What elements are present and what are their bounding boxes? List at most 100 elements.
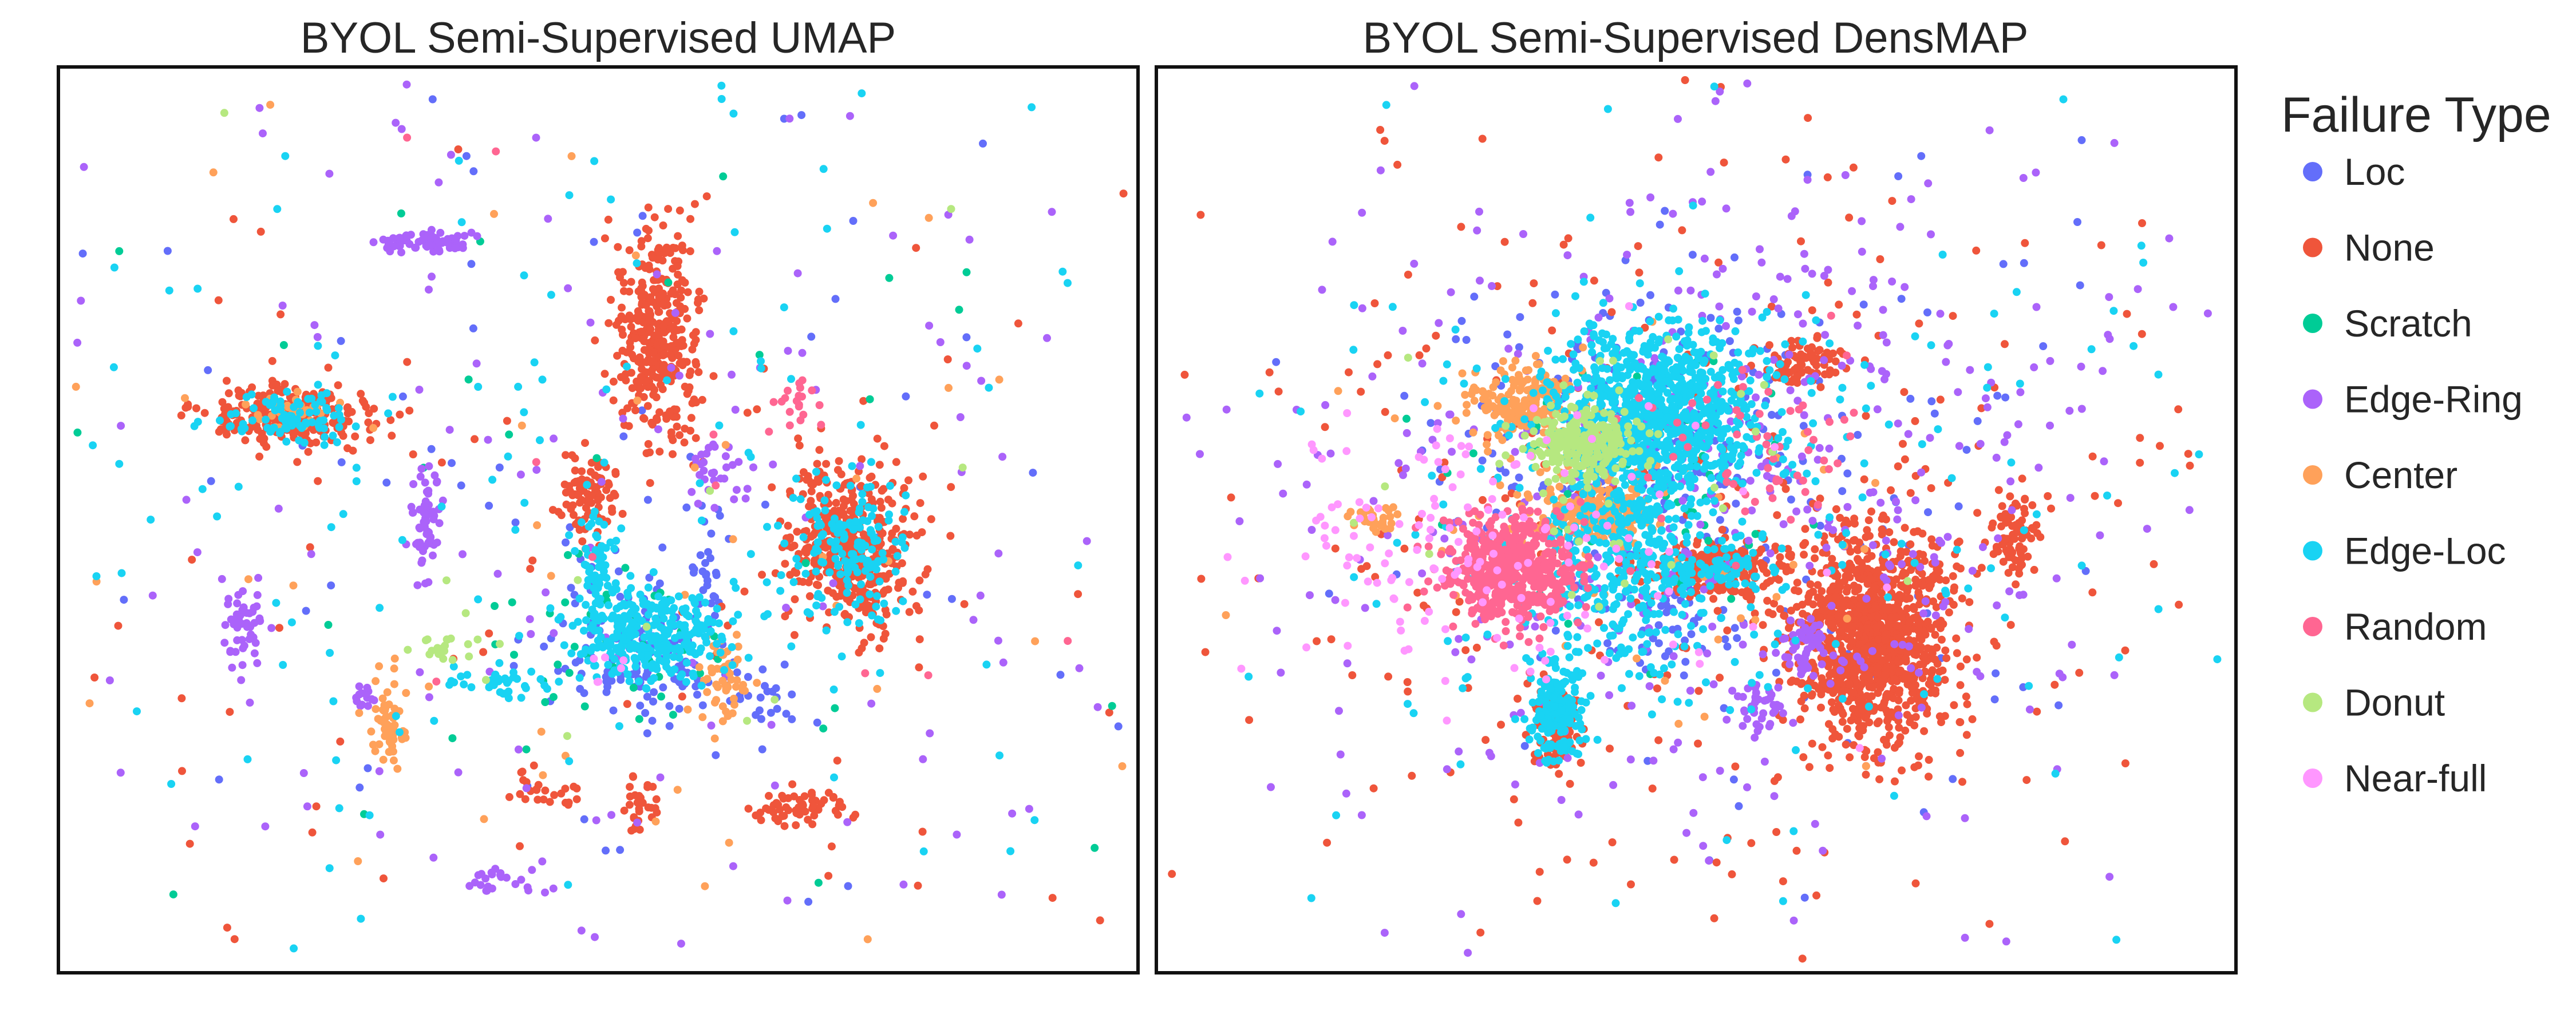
point-edge-ring bbox=[591, 933, 599, 941]
point-edge-loc bbox=[696, 648, 704, 656]
point-none bbox=[1902, 701, 1910, 710]
point-loc bbox=[643, 692, 651, 701]
point-loc bbox=[1733, 307, 1741, 316]
point-edge-ring bbox=[550, 434, 558, 443]
point-none bbox=[947, 483, 955, 492]
point-edge-ring bbox=[793, 269, 802, 278]
point-none bbox=[1925, 772, 1933, 781]
point-loc bbox=[457, 481, 465, 490]
point-none bbox=[178, 767, 186, 775]
point-none bbox=[672, 413, 681, 421]
point-none bbox=[637, 287, 646, 295]
point-edge-loc bbox=[819, 558, 828, 567]
point-edge-loc bbox=[780, 303, 788, 312]
point-none bbox=[839, 502, 848, 510]
point-loc bbox=[1680, 671, 1688, 680]
point-edge-loc bbox=[282, 437, 291, 446]
point-none bbox=[631, 406, 639, 414]
point-none bbox=[1809, 600, 1818, 609]
point-edge-loc bbox=[832, 481, 841, 490]
point-edge-ring bbox=[969, 616, 978, 624]
point-edge-loc bbox=[819, 530, 827, 538]
point-edge-loc bbox=[582, 545, 590, 553]
point-none bbox=[200, 409, 209, 417]
point-loc bbox=[633, 228, 642, 237]
point-none bbox=[1811, 545, 1819, 553]
point-loc bbox=[1930, 409, 1939, 418]
point-none bbox=[454, 145, 463, 153]
point-none bbox=[918, 827, 927, 836]
point-edge-ring bbox=[919, 755, 927, 763]
point-loc bbox=[2077, 136, 2086, 144]
point-loc bbox=[78, 249, 87, 258]
point-loc bbox=[1734, 316, 1743, 325]
point-edge-ring bbox=[564, 284, 572, 292]
point-loc bbox=[758, 745, 767, 754]
point-edge-loc bbox=[555, 678, 563, 686]
point-edge-loc bbox=[852, 555, 860, 564]
point-edge-loc bbox=[704, 619, 712, 627]
point-center bbox=[924, 213, 933, 222]
point-none bbox=[2033, 707, 2041, 716]
point-center bbox=[698, 713, 707, 722]
point-none bbox=[653, 340, 662, 349]
point-none bbox=[659, 221, 667, 229]
densmap-panel: BYOL Semi-Supervised DensMAP bbox=[1155, 14, 2238, 974]
point-edge-loc bbox=[875, 577, 884, 586]
point-edge-loc bbox=[713, 604, 721, 613]
point-edge-ring bbox=[245, 609, 254, 617]
point-loc bbox=[757, 715, 765, 723]
point-edge-ring bbox=[247, 630, 255, 639]
point-none bbox=[637, 242, 646, 251]
point-edge-loc bbox=[796, 495, 805, 504]
point-none bbox=[1896, 552, 1905, 560]
point-loc bbox=[1427, 419, 1435, 427]
point-edge-ring bbox=[415, 523, 424, 532]
point-edge-ring bbox=[434, 178, 443, 187]
point-loc bbox=[207, 477, 215, 485]
point-edge-ring bbox=[427, 225, 436, 234]
point-center bbox=[379, 755, 388, 764]
point-loc bbox=[643, 729, 651, 738]
point-none bbox=[660, 328, 669, 337]
point-edge-loc bbox=[610, 666, 619, 675]
point-loc bbox=[962, 333, 971, 342]
point-edge-loc bbox=[812, 468, 820, 476]
point-edge-ring bbox=[691, 454, 700, 463]
point-edge-ring bbox=[785, 114, 794, 123]
point-edge-ring bbox=[182, 496, 191, 504]
point-none bbox=[1846, 560, 1854, 568]
point-edge-ring bbox=[741, 494, 750, 503]
point-loc bbox=[642, 671, 651, 680]
point-loc bbox=[1654, 639, 1663, 648]
point-none bbox=[254, 426, 262, 434]
point-center bbox=[398, 735, 406, 743]
point-edge-loc bbox=[893, 552, 902, 560]
point-edge-ring bbox=[259, 129, 267, 138]
point-edge-loc bbox=[520, 408, 528, 417]
point-edge-loc bbox=[326, 649, 334, 657]
point-edge-ring bbox=[998, 453, 1007, 461]
point-edge-loc bbox=[167, 780, 176, 788]
point-edge-loc bbox=[213, 512, 222, 521]
point-none bbox=[681, 425, 689, 433]
point-none bbox=[594, 496, 602, 505]
point-edge-loc bbox=[190, 422, 199, 430]
point-none bbox=[1874, 613, 1882, 621]
point-loc bbox=[711, 593, 720, 601]
point-none bbox=[634, 357, 643, 366]
point-none bbox=[649, 253, 657, 262]
point-edge-loc bbox=[651, 603, 660, 612]
point-none bbox=[351, 432, 359, 441]
point-edge-ring bbox=[307, 550, 315, 558]
point-edge-loc bbox=[352, 477, 361, 485]
point-loc bbox=[716, 512, 724, 520]
point-edge-ring bbox=[444, 235, 452, 243]
point-loc bbox=[2020, 259, 2028, 267]
point-edge-loc bbox=[392, 712, 400, 720]
point-none bbox=[675, 359, 684, 367]
point-loc bbox=[707, 529, 716, 538]
point-none bbox=[614, 243, 622, 251]
point-none bbox=[521, 795, 530, 803]
